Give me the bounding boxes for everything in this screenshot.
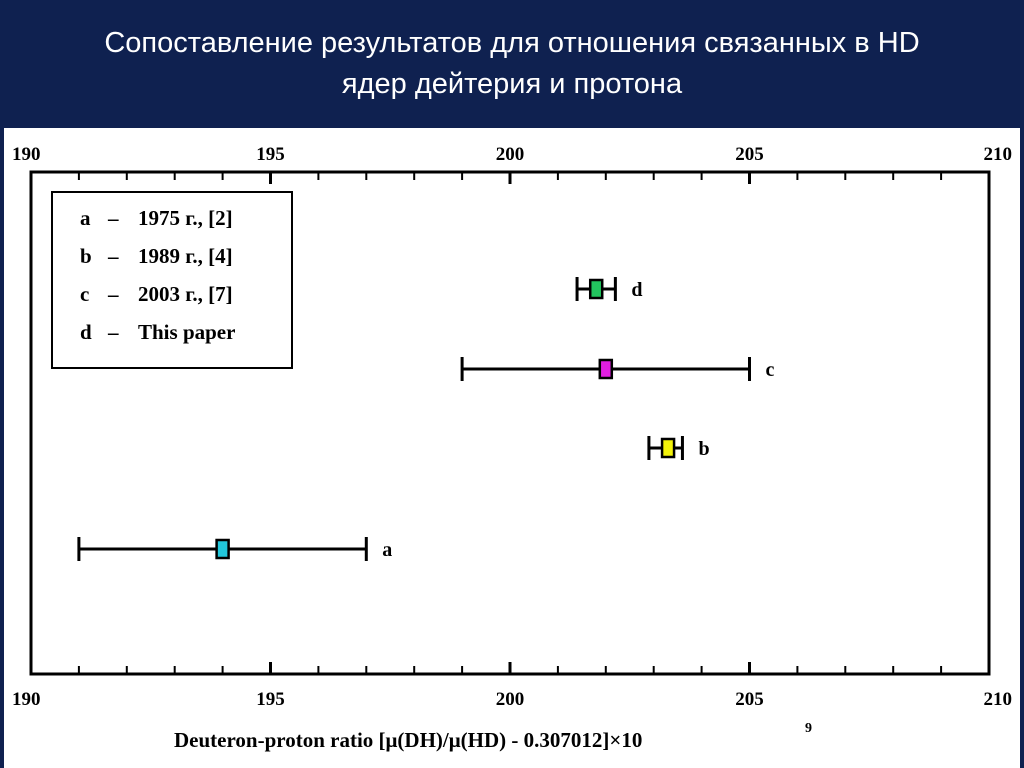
top-tick-label: 195 <box>256 144 285 165</box>
top-axis-labels: 190 195 200 205 210 <box>12 144 1012 165</box>
legend-key: d <box>80 320 92 344</box>
x-axis-exponent: 9 <box>805 721 812 736</box>
point-label-c: c <box>766 359 775 381</box>
legend-dash: – <box>107 206 119 230</box>
x-axis-title: Deuteron-proton ratio [μ(DH)/μ(HD) - 0.3… <box>174 721 812 752</box>
legend-key: c <box>80 282 89 306</box>
left-border-strip <box>0 128 4 768</box>
legend-dash: – <box>107 282 119 306</box>
top-tick-label: 210 <box>984 144 1013 165</box>
legend-key: b <box>80 244 92 268</box>
legend-box: a –1975 г., [2]b –1989 г., [4]c –2003 г., [… <box>51 191 293 369</box>
data-point-d <box>588 278 604 300</box>
x-axis-label: Deuteron-proton ratio [μ(DH)/μ(HD) - 0.3… <box>174 728 642 752</box>
slide-title-line-2: ядер дейтерия и протона <box>341 68 683 100</box>
top-tick-label: 205 <box>735 144 764 165</box>
bottom-tick-label: 200 <box>496 689 525 710</box>
data-point-a <box>215 538 230 560</box>
legend-key: a <box>80 206 91 230</box>
bottom-tick-label: 195 <box>256 689 285 710</box>
top-tick-label: 190 <box>12 144 41 165</box>
legend-entry-text: 1975 г., [2] <box>138 206 233 230</box>
bottom-axis-labels: 190 195 200 205 210 <box>12 689 1012 710</box>
bottom-tick-label: 210 <box>984 689 1013 710</box>
data-point-b <box>660 437 676 459</box>
legend-entry-text: 2003 г., [7] <box>138 282 233 306</box>
point-label-d: d <box>631 279 642 301</box>
slide-title-line-1: Сопоставление результатов для отношения … <box>104 27 920 59</box>
legend-frame <box>51 191 293 369</box>
error-bar-chart: 190 195 200 205 210 190 195 200 205 210 a –1975 г… <box>12 144 1012 752</box>
legend-dash: – <box>107 320 119 344</box>
legend-entry-text: This paper <box>138 320 235 344</box>
point-label-a: a <box>382 539 392 561</box>
bottom-tick-label: 205 <box>735 689 764 710</box>
legend-dash: – <box>107 244 119 268</box>
data-point-c <box>598 358 614 380</box>
bottom-tick-label: 190 <box>12 689 41 710</box>
point-label-b: b <box>698 438 709 460</box>
slide-title: Сопоставление результатов для отношения … <box>0 0 1024 128</box>
legend-entries: a –1975 г., [2]b –1989 г., [4]c –2003 г., [… <box>80 206 235 344</box>
plot-frame <box>29 170 991 676</box>
legend-entry-text: 1989 г., [4] <box>138 244 233 268</box>
right-border-strip <box>1020 128 1024 768</box>
top-tick-label: 200 <box>496 144 525 165</box>
